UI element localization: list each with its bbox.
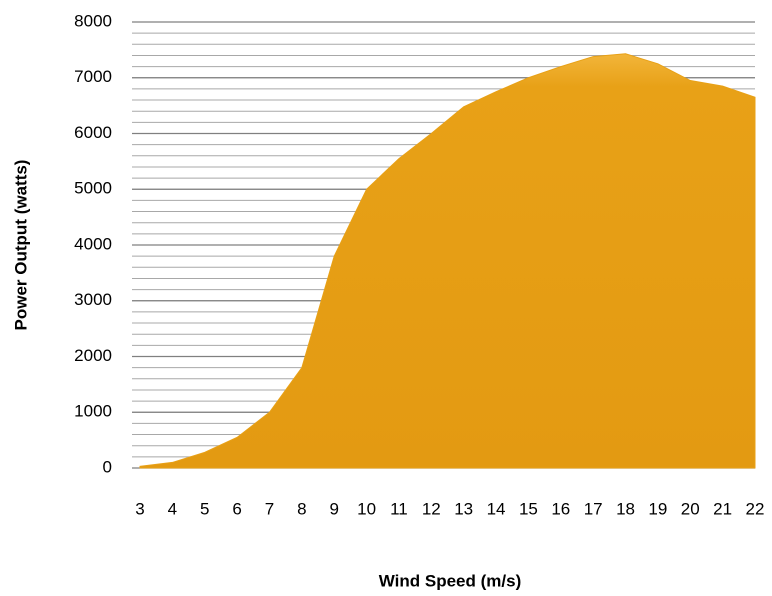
x-tick-label: 21 [713, 499, 732, 518]
x-tick-label: 6 [232, 499, 241, 518]
x-tick-label: 11 [390, 499, 408, 518]
x-tick-label: 5 [200, 499, 209, 518]
y-tick-label: 1000 [74, 402, 112, 421]
y-tick-label: 3000 [74, 290, 112, 309]
x-tick-label: 18 [616, 499, 635, 518]
marks [139, 53, 756, 469]
x-tick-label: 9 [329, 499, 338, 518]
x-tick-label: 14 [487, 499, 506, 518]
y-tick-label: 5000 [74, 179, 112, 198]
x-tick-label: 10 [357, 499, 376, 518]
x-tick-label: 16 [551, 499, 570, 518]
x-tick-label: 12 [422, 499, 441, 518]
x-tick-label: 8 [297, 499, 306, 518]
labels: 0 1000 2000 3000 4000 5000 6000 7000 8000 3 4 5 6 7 8 9… [74, 11, 764, 518]
x-tick-label: 15 [519, 499, 538, 518]
y-tick-label: 4000 [74, 234, 112, 253]
x-tick-label: 19 [648, 499, 667, 518]
y-tick-label: 8000 [74, 11, 112, 30]
y-axis-title: Power Output (watts) [11, 160, 30, 331]
y-tick-label: 6000 [74, 123, 112, 142]
x-tick-label: 13 [454, 499, 473, 518]
x-tick-label: 4 [168, 499, 177, 518]
y-tick-label: 7000 [74, 67, 112, 86]
x-tick-label: 22 [746, 499, 765, 518]
y-tick-label: 0 [103, 457, 112, 476]
x-tick-label: 20 [681, 499, 700, 518]
y-tick-label: 2000 [74, 346, 112, 365]
x-tick-label: 3 [135, 499, 144, 518]
x-tick-label: 17 [584, 499, 603, 518]
x-tick-label: 7 [265, 499, 274, 518]
x-axis-title: Wind Speed (m/s) [379, 571, 521, 590]
area [139, 53, 756, 469]
